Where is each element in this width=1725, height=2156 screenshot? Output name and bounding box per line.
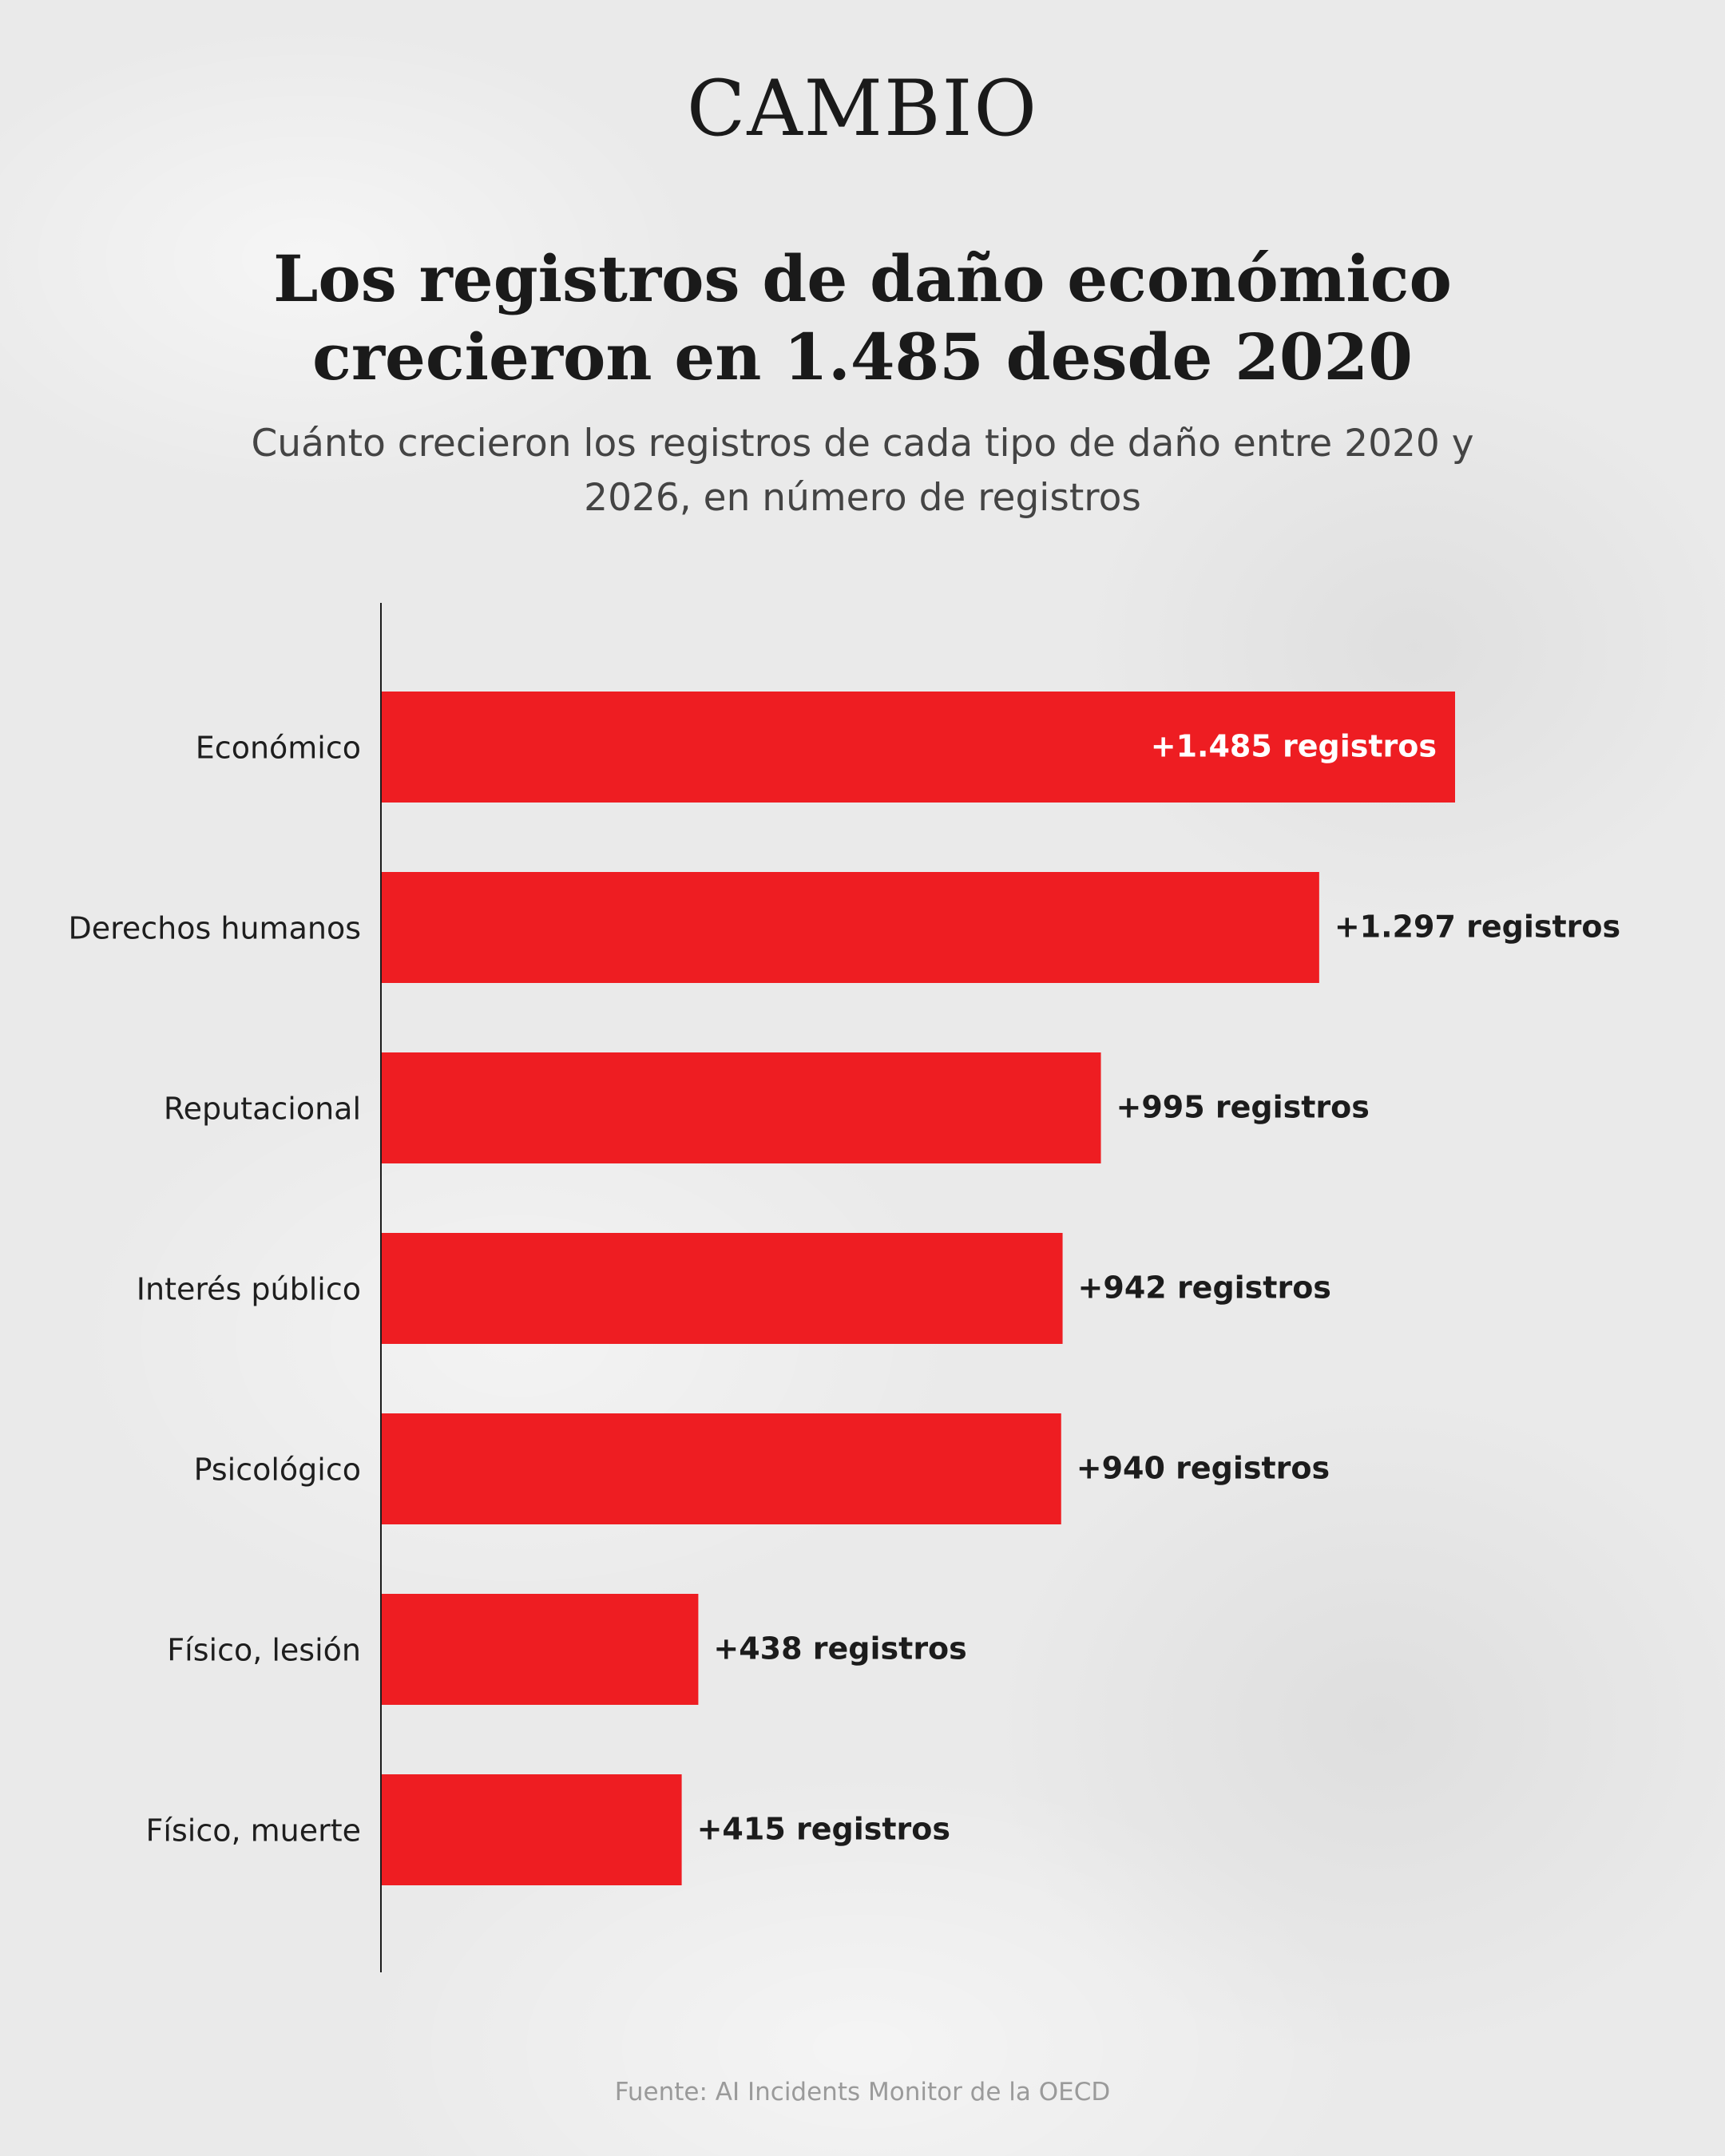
bar-5 [382,1594,699,1705]
category-label-2: Reputacional [164,1092,361,1127]
category-label-6: Físico, muerte [146,1813,361,1849]
bar-1 [382,872,1319,983]
source-note: Fuente: AI Incidents Monitor de la OECD [614,2078,1111,2106]
category-label-3: Interés público [137,1272,361,1307]
value-label-3: +942 registros [1078,1270,1331,1306]
bar-0 [382,692,1455,803]
category-label-4: Psicológico [194,1453,361,1488]
category-label-1: Derechos humanos [68,911,361,946]
bar-3 [382,1233,1063,1344]
bar-6 [382,1774,682,1885]
bar-2 [382,1052,1101,1163]
category-label-5: Físico, lesión [167,1633,361,1668]
value-label-6: +415 registros [697,1812,950,1847]
value-label-2: +995 registros [1116,1090,1370,1125]
value-label-4: +940 registros [1077,1451,1330,1486]
category-label-0: Económico [196,731,361,766]
value-label-1: +1.297 registros [1334,910,1620,945]
brand-logo: CAMBIO [686,64,1039,153]
value-label-0: +1.485 registros [1151,729,1437,764]
chart-subtitle: Cuánto crecieron los registros de cada t… [251,422,1474,520]
chart-title: Los registros de daño económico creciero… [273,241,1452,394]
bar-4 [382,1413,1061,1524]
value-label-5: +438 registros [713,1631,966,1667]
